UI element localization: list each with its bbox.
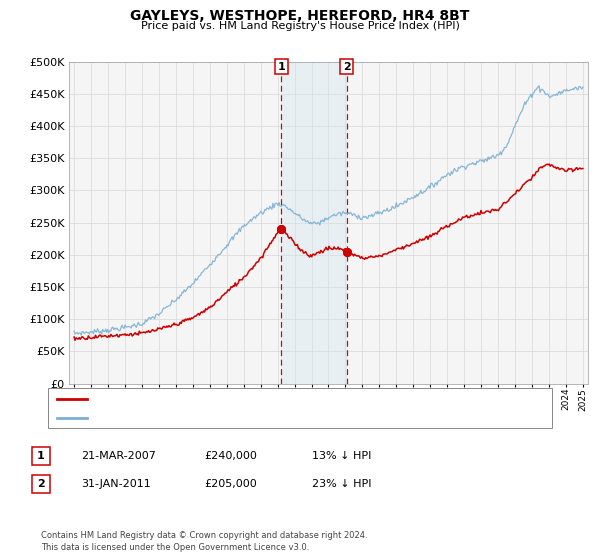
Text: HPI: Average price, detached house, Herefordshire: HPI: Average price, detached house, Here… (93, 413, 357, 422)
Text: Contains HM Land Registry data © Crown copyright and database right 2024.
This d: Contains HM Land Registry data © Crown c… (41, 531, 367, 552)
Text: GAYLEYS, WESTHOPE, HEREFORD, HR4 8BT: GAYLEYS, WESTHOPE, HEREFORD, HR4 8BT (130, 9, 470, 23)
Bar (281, 62, 347, 384)
Text: 13% ↓ HPI: 13% ↓ HPI (312, 451, 371, 461)
Text: 1: 1 (37, 451, 44, 461)
Text: 31-JAN-2011: 31-JAN-2011 (81, 479, 151, 489)
Text: Price paid vs. HM Land Registry's House Price Index (HPI): Price paid vs. HM Land Registry's House … (140, 21, 460, 31)
Text: GAYLEYS, WESTHOPE, HEREFORD, HR4 8BT (detached house): GAYLEYS, WESTHOPE, HEREFORD, HR4 8BT (de… (93, 394, 414, 404)
Text: £240,000: £240,000 (204, 451, 257, 461)
Text: 23% ↓ HPI: 23% ↓ HPI (312, 479, 371, 489)
Text: £205,000: £205,000 (204, 479, 257, 489)
Text: 2: 2 (343, 62, 350, 72)
Text: 2: 2 (37, 479, 44, 489)
Text: 21-MAR-2007: 21-MAR-2007 (81, 451, 156, 461)
Text: 1: 1 (277, 62, 285, 72)
